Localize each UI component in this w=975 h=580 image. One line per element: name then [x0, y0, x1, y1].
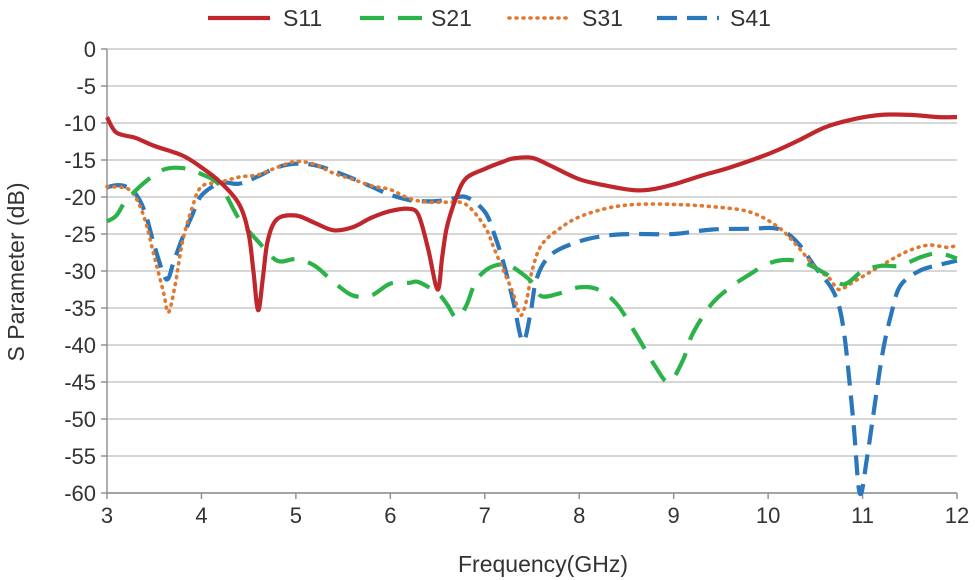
y-tick-label: -50: [64, 407, 96, 432]
y-tick-label: -45: [64, 370, 96, 395]
x-tick-label: 3: [101, 503, 113, 528]
x-tick-label: 11: [851, 503, 874, 528]
x-tick-label: 9: [668, 503, 680, 528]
legend-label-s11: S11: [283, 5, 322, 31]
plot-frame: [101, 48, 958, 499]
y-axis-title: S Parameter (dB): [3, 183, 29, 362]
legend-label-s41: S41: [730, 5, 771, 31]
legend-label-s21: S21: [431, 5, 472, 31]
legend: S11 S21 S31 S41: [208, 5, 771, 31]
y-tick-label: -5: [76, 74, 96, 99]
x-axis-title: Frequency(GHz): [458, 551, 628, 577]
x-tick-label: 4: [195, 503, 207, 528]
x-tick-label: 6: [384, 503, 396, 528]
y-tick-labels: 0 -5 -10 -15 -20 -25 -30 -35 -40 -45 -50 -55 -60: [64, 37, 96, 506]
y-tick-label: -35: [64, 296, 96, 321]
y-tick-label: -10: [64, 111, 96, 136]
x-tick-labels: 3 4 5 6 7 8 9 10 11 12: [101, 503, 969, 528]
series-line-s41: [106, 161, 958, 497]
y-tick-label: -15: [64, 148, 96, 173]
x-tick-label: 7: [479, 503, 491, 528]
y-tick-label: -40: [64, 333, 96, 358]
series-line-s11: [105, 112, 958, 313]
y-tick-label: -30: [64, 259, 96, 284]
series-lines: [105, 112, 959, 497]
y-tick-label: -20: [64, 185, 96, 210]
gridlines: [107, 48, 957, 494]
x-tick-label: 12: [945, 503, 969, 528]
x-tick-label: 10: [756, 503, 780, 528]
y-tick-label: -55: [64, 444, 96, 469]
legend-label-s31: S31: [582, 5, 623, 31]
x-tick-label: 5: [290, 503, 302, 528]
series-line-s21: [105, 165, 958, 385]
x-tick-label: 8: [573, 503, 585, 528]
y-tick-label: 0: [84, 37, 96, 62]
y-tick-label: -25: [64, 222, 96, 247]
y-tick-label: -60: [64, 481, 96, 506]
